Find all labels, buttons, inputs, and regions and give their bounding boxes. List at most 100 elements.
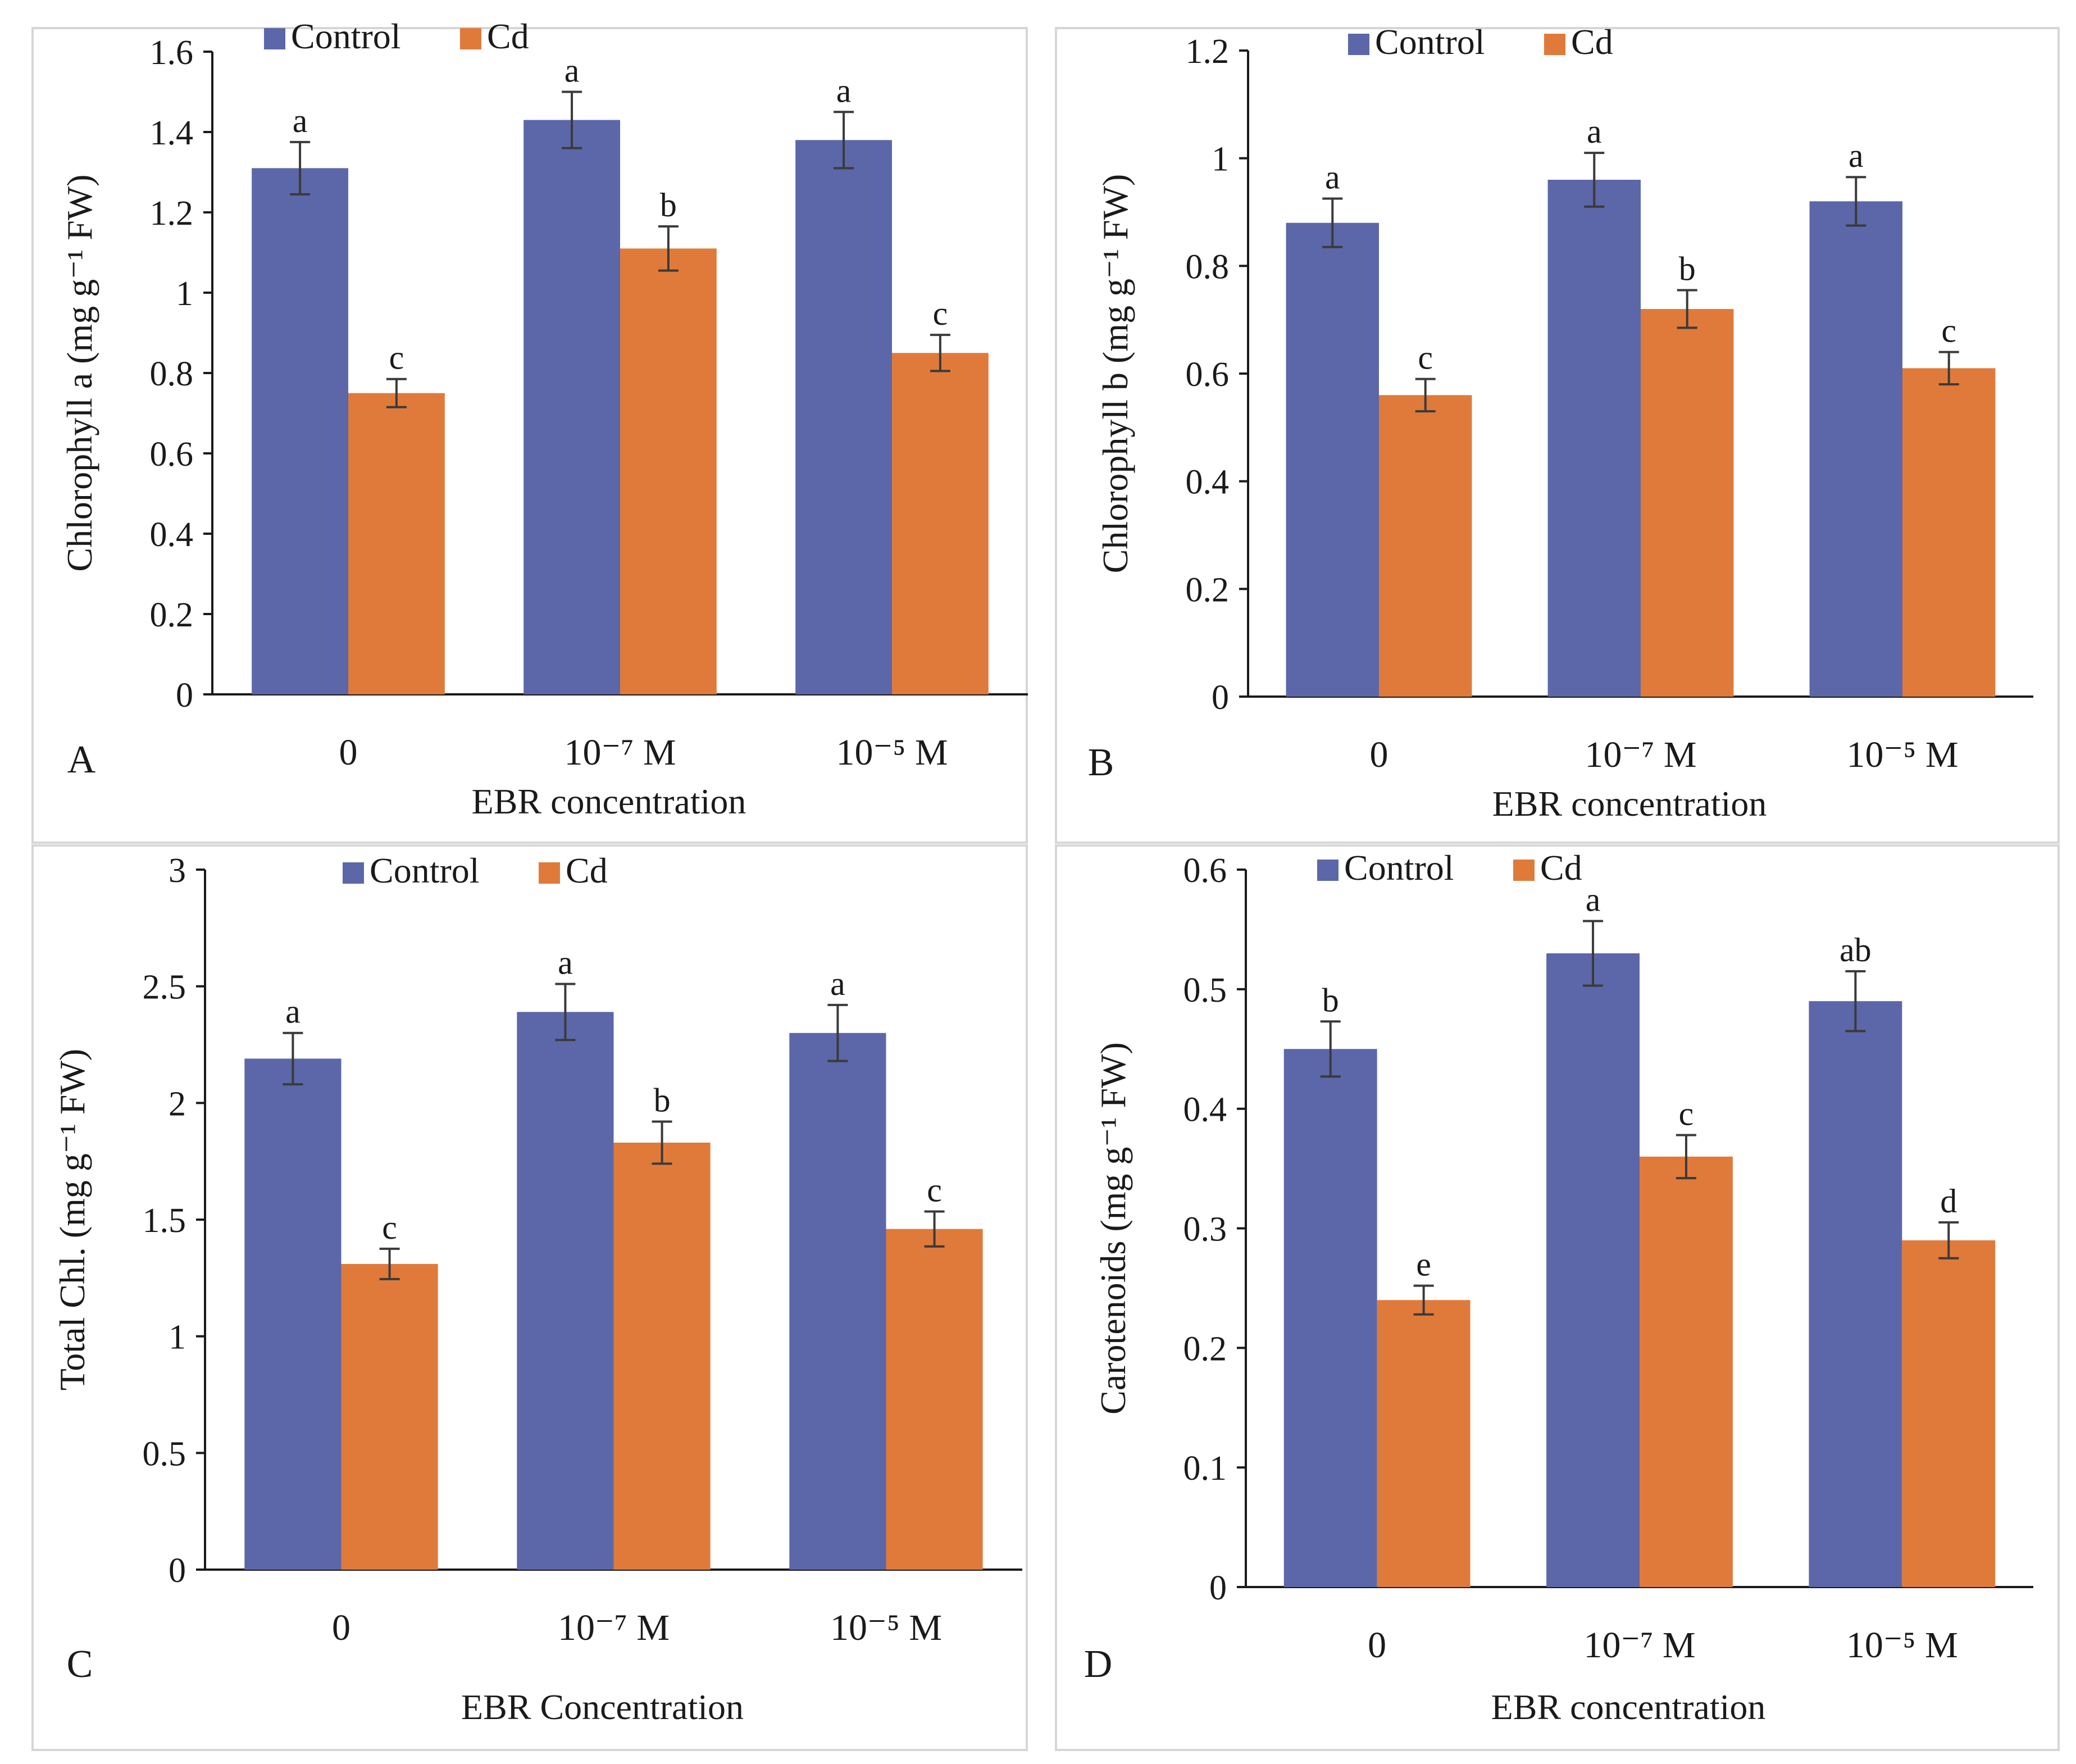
y-tick-label: 1.2 — [1186, 33, 1230, 71]
significance-letter: c — [389, 339, 404, 376]
significance-letter: d — [1940, 1183, 1957, 1220]
legend-swatch-control — [264, 28, 285, 49]
panel-label: A — [67, 738, 96, 781]
legend-swatch-control — [1348, 34, 1369, 55]
y-tick-label: 0.4 — [150, 516, 194, 554]
significance-letter: a — [285, 993, 301, 1030]
legend-label-cd: Cd — [1571, 22, 1613, 62]
legend: Control Cd — [343, 851, 608, 890]
chart-panel-a: 0 0.2 0.4 0.6 0.8 1 1.2 1.4 1.6 Chlorophyll a (mg… — [31, 16, 1028, 844]
bar-control-2 — [795, 140, 892, 695]
bar-control-0 — [244, 1058, 342, 1570]
x-tick-label: 10⁻⁵ M — [1846, 1625, 1958, 1666]
x-axis-title: EBR concentration — [472, 781, 746, 821]
x-tick-label: 10⁻⁷ M — [558, 1607, 670, 1648]
significance-letter: a — [1325, 159, 1340, 196]
y-tick-label: 0.4 — [1186, 463, 1230, 502]
legend-label-cd: Cd — [1540, 848, 1582, 888]
legend-swatch-control — [1317, 860, 1339, 881]
legend: Control Cd — [1348, 22, 1613, 62]
significance-letter: c — [927, 1171, 942, 1208]
x-axis-title: EBR concentration — [1491, 1687, 1766, 1727]
y-tick-label: 0.5 — [143, 1435, 186, 1473]
bar-cd-1 — [1640, 1156, 1733, 1587]
x-tick-label: 0 — [1368, 1625, 1386, 1666]
y-tick-label: 1 — [1212, 140, 1229, 179]
x-tick-label: 10⁻⁵ M — [1846, 734, 1958, 775]
y-tick-label: 1 — [169, 1319, 186, 1357]
significance-letter: c — [933, 295, 948, 332]
significance-letter: c — [382, 1209, 397, 1246]
bar-control-1 — [1546, 953, 1640, 1587]
significance-letter: a — [1587, 113, 1602, 150]
y-tick-label: 1 — [176, 275, 193, 313]
significance-letter: b — [1679, 250, 1696, 287]
bar-control-2 — [789, 1033, 886, 1570]
chart-panel-b: 0 0.2 0.4 0.6 0.8 1 1.2 Chlorophyll b (mg g⁻¹ F… — [1055, 22, 2060, 844]
significance-letter: e — [1416, 1246, 1431, 1283]
y-axis-title: Carotenoids (mg g⁻¹ FW) — [1093, 1042, 1133, 1415]
y-tick-label: 2.5 — [143, 969, 186, 1007]
bar-control-2 — [1809, 1001, 1902, 1587]
significance-letter: a — [830, 965, 845, 1002]
y-tick-label: 1.5 — [143, 1202, 186, 1240]
bar-control-0 — [252, 168, 348, 695]
significance-letter: ab — [1840, 931, 1872, 969]
y-tick-label: 0.8 — [1186, 248, 1230, 286]
significance-letter: a — [836, 72, 852, 109]
significance-letter: a — [558, 944, 573, 981]
bar-cd-2 — [1902, 368, 1996, 697]
y-tick-label: 0.6 — [150, 435, 194, 474]
y-axis-title: Total Chl. (mg g⁻¹ FW) — [52, 1049, 92, 1390]
bar-cd-0 — [341, 1263, 438, 1570]
significance-letter: c — [1418, 339, 1433, 376]
x-tick-label: 0 — [332, 1607, 350, 1648]
y-tick-label: 1.4 — [150, 114, 194, 152]
panel-label: D — [1084, 1643, 1113, 1686]
bar-control-1 — [1547, 180, 1641, 697]
y-tick-label: 2 — [169, 1085, 186, 1123]
y-tick-label: 0 — [176, 676, 193, 715]
legend-label-control: Control — [1344, 848, 1454, 888]
bar-cd-2 — [886, 1229, 983, 1570]
bar-cd-0 — [1379, 395, 1472, 697]
significance-letter: b — [1322, 981, 1339, 1019]
legend-swatch-cd — [1513, 860, 1535, 881]
y-tick-label: 0 — [1209, 1569, 1227, 1607]
significance-letter: a — [1849, 137, 1864, 174]
bar-control-0 — [1286, 222, 1379, 697]
significance-letter: b — [660, 187, 677, 224]
x-axis-title: EBR Concentration — [461, 1687, 744, 1727]
x-tick-label: 10⁻⁷ M — [1585, 734, 1696, 775]
panel-label: C — [67, 1643, 93, 1686]
bar-control-0 — [1283, 1049, 1377, 1587]
legend-label-control: Control — [291, 16, 401, 56]
x-axis-title: EBR concentration — [1492, 784, 1767, 824]
y-axis-title: Chlorophyll b (mg g⁻¹ FW) — [1095, 174, 1135, 574]
y-tick-label: 0.6 — [1183, 852, 1227, 890]
significance-letter: a — [564, 52, 580, 89]
bar-control-1 — [517, 1012, 614, 1570]
significance-letter: c — [1941, 312, 1956, 349]
legend-label-cd: Cd — [566, 851, 608, 890]
chart-panel-c: 0 0.5 1 1.5 2 2.5 3 Total Chl. (mg g⁻¹ FW) a c 0 a b… — [31, 844, 1028, 1751]
legend-swatch-control — [343, 862, 364, 884]
y-tick-label: 0.2 — [150, 596, 194, 634]
bar-cd-0 — [1377, 1300, 1470, 1587]
bar-control-2 — [1809, 201, 1902, 697]
bar-cd-1 — [620, 248, 717, 695]
x-tick-label: 10⁻⁷ M — [564, 732, 676, 773]
bar-cd-2 — [1902, 1240, 1996, 1587]
y-tick-label: 3 — [169, 852, 186, 890]
y-tick-label: 1.2 — [150, 194, 194, 233]
y-tick-label: 1.6 — [150, 34, 194, 72]
significance-letter: a — [1586, 881, 1601, 919]
bar-cd-0 — [348, 393, 445, 694]
x-tick-label: 0 — [339, 732, 358, 773]
significance-letter: a — [293, 102, 308, 139]
legend-swatch-cd — [539, 862, 560, 884]
y-tick-label: 0.8 — [150, 355, 194, 393]
panel-label: B — [1088, 741, 1114, 784]
y-tick-label: 0.2 — [1186, 571, 1230, 609]
